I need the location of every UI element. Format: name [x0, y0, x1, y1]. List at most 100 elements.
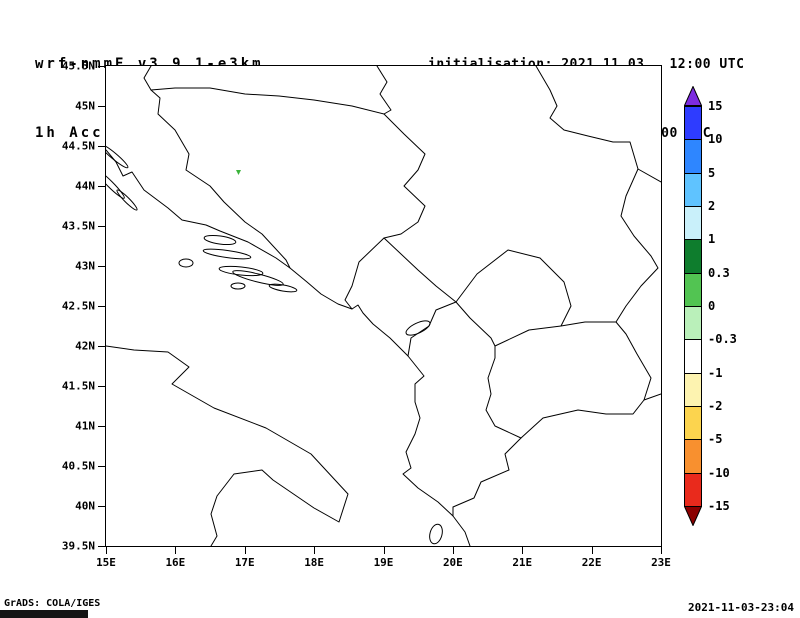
colorbar-level-label: 10	[708, 132, 723, 147]
border-kosovo-macedonia	[494, 325, 562, 347]
border-montenegro-albania	[407, 301, 457, 357]
island-brac	[203, 234, 237, 246]
colorbar-level-label: 0	[708, 299, 716, 313]
colorbar-level-label: -10	[708, 465, 730, 480]
colorbar-segment	[684, 239, 702, 274]
border-kosovo-albania	[455, 301, 496, 347]
lon-tick	[106, 547, 107, 554]
lon-tick-label: 21E	[512, 556, 533, 569]
colorbar-level-label: 0.3	[708, 265, 730, 280]
lat-tick-label: 42.5N	[61, 299, 95, 313]
lat-tick	[98, 106, 105, 107]
lon-tick-label: 20E	[442, 556, 463, 569]
colorbar-level-label: -15	[708, 499, 730, 513]
colorbar-labels: 15 10 5 2 1 0.3 0 -0.3 -1 -2 -5 -10 -15	[708, 99, 754, 513]
island-lastovo	[230, 282, 246, 290]
colorbar-segment	[684, 306, 702, 341]
colorbar-segment	[684, 106, 702, 141]
border-romania-bulgaria	[637, 168, 661, 183]
lon-tick	[383, 547, 385, 554]
snow-marker	[236, 170, 241, 175]
colorbar-segment	[684, 139, 702, 174]
lon-tick	[175, 547, 177, 554]
colorbar-top-arrow	[684, 86, 702, 106]
colorbar-level-label: 2	[708, 199, 716, 213]
lat-tick	[98, 226, 105, 227]
border-croatia-bosnia-north	[150, 87, 385, 115]
island-mljet	[268, 283, 298, 293]
colorbar-segments	[684, 106, 702, 507]
lon-tick	[244, 547, 246, 554]
island-kornati	[116, 189, 138, 211]
lat-tick	[98, 426, 105, 427]
border-serbia-bulgaria	[615, 168, 659, 323]
peninsula-peljesac	[232, 270, 284, 286]
lat-tick-label: 40N	[75, 499, 95, 513]
colorbar-segment	[684, 206, 702, 241]
border-croatia-serbia	[376, 66, 392, 115]
map-frame: 45.5N 45N 44.5N 44N 43.5N 43N 42.5N 42N 41.5N 41N…	[62, 60, 671, 570]
window-fragment	[0, 610, 88, 618]
lon-tick	[591, 547, 593, 554]
border-montenegro-serbia	[383, 237, 457, 303]
border-slovenia-croatia	[143, 66, 152, 91]
lat-tick-label: 44.5N	[61, 139, 95, 153]
colorbar-level-label: -5	[708, 432, 723, 447]
island-korcula	[218, 265, 264, 277]
colorbar-segment	[684, 372, 702, 407]
creation-timestamp: 2021-11-03-23:04	[688, 601, 794, 614]
island-hvar	[202, 248, 252, 260]
border-serbia-romania	[535, 66, 639, 170]
colorbar-level-label: -1	[708, 365, 723, 380]
colorbar-bottom-arrow-icon	[684, 506, 702, 526]
lat-tick	[98, 186, 105, 187]
island-corfu	[429, 523, 443, 545]
grads-credit: GrADS: COLA/IGES	[4, 598, 101, 609]
colorbar: 15 10 5 2 1 0.3 0 -0.3 -1 -2 -5 -10 -15	[684, 86, 737, 526]
lon-tick	[314, 547, 316, 554]
lon-tick-label: 16E	[165, 556, 186, 569]
lat-tick	[98, 266, 105, 267]
lon-tick-label: 23E	[651, 556, 671, 569]
colorbar-segment	[684, 272, 702, 307]
lon-tick-label: 18E	[304, 556, 325, 569]
lat-tick	[98, 466, 105, 467]
island-dugi-otok	[106, 169, 125, 199]
lon-tick-label: 19E	[373, 556, 394, 569]
lon-tick	[661, 547, 662, 554]
border-croatia-bosnia-west	[150, 89, 291, 269]
colorbar-segment	[684, 406, 702, 441]
lon-tick-label: 17E	[234, 556, 255, 569]
border-macedonia-bulgaria	[615, 321, 652, 401]
border-bosnia-montenegro	[344, 237, 385, 310]
lat-tick-label: 42N	[75, 339, 95, 353]
border-serbia-macedonia	[560, 321, 617, 327]
lon-tick	[522, 547, 524, 554]
border-bosnia-serbia	[383, 113, 426, 239]
lat-tick	[98, 506, 105, 507]
border-albania-greece	[452, 437, 522, 517]
coastline-adriatic-east	[106, 149, 471, 546]
island-vis	[178, 258, 194, 268]
island-pag	[106, 143, 129, 169]
border-kosovo-serbia	[455, 249, 572, 327]
lat-tick-label: 43N	[75, 259, 95, 273]
lat-tick-label: 43.5N	[61, 219, 95, 233]
lon-tick-label: 22E	[581, 556, 602, 569]
lat-tick-label: 39.5N	[61, 539, 95, 553]
colorbar-level-label: 15	[708, 99, 723, 113]
colorbar-level-label: -0.3	[708, 332, 737, 347]
lat-tick	[98, 546, 105, 547]
lake-skadar	[405, 320, 431, 336]
colorbar-segment	[684, 439, 702, 474]
border-albania-macedonia	[485, 345, 522, 439]
lat-tick-label: 40.5N	[61, 459, 95, 473]
lat-tick-label: 41.5N	[61, 379, 95, 393]
lat-tick	[98, 386, 105, 387]
colorbar-segment	[684, 472, 702, 507]
colorbar-top-arrow-icon	[684, 86, 702, 106]
lat-tick-label: 45N	[75, 99, 95, 113]
lon-tick-label: 15E	[96, 556, 116, 569]
coastline-italy	[106, 345, 349, 546]
